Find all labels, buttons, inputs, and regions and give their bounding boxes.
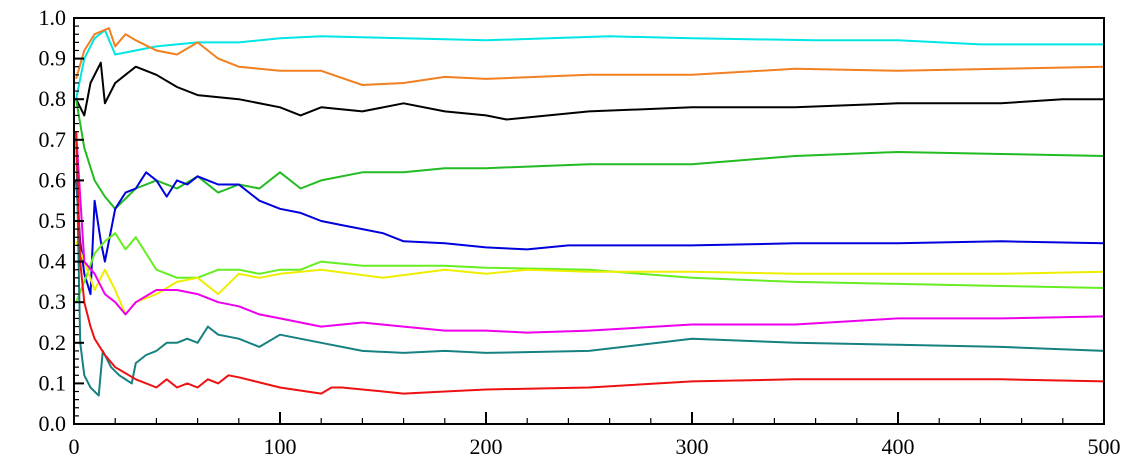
series-line-7 — [75, 240, 1105, 316]
y-tick-label: 0.0 — [39, 411, 67, 436]
series-line-8 — [75, 131, 1105, 334]
series-line-10 — [75, 131, 1105, 395]
series-line-3 — [75, 61, 1104, 121]
series-line-1 — [75, 29, 1104, 100]
plot-frame — [73, 17, 1105, 425]
series-line-9 — [75, 131, 1105, 397]
y-tick-label: 0.8 — [39, 86, 67, 111]
x-tick-label: 100 — [264, 434, 297, 459]
series-line-6 — [75, 232, 1105, 303]
y-tick-label: 0.9 — [39, 46, 67, 71]
y-tick-label: 0.5 — [39, 208, 67, 233]
ticks-layer — [73, 17, 1105, 425]
tick-labels: 0.0 0.1 0.2 0.3 0.4 0.5 0.6 0.7 0.8 0.9 1.0 0 100 200… — [39, 5, 1121, 459]
y-tick-label: 0.4 — [39, 249, 67, 274]
y-tick-label: 0.7 — [39, 127, 67, 152]
series-line-4 — [75, 99, 1105, 210]
y-tick-label: 0.3 — [39, 289, 67, 314]
series-line-2 — [75, 27, 1105, 86]
x-tick-label: 0 — [69, 434, 80, 459]
y-tick-label: 0.1 — [39, 370, 67, 395]
x-tick-label: 300 — [676, 434, 709, 459]
x-tick-label: 500 — [1088, 434, 1121, 459]
y-tick-label: 1.0 — [39, 5, 67, 30]
axes-layer — [73, 17, 1105, 425]
series-layer — [75, 27, 1105, 397]
y-tick-label: 0.6 — [39, 167, 67, 192]
x-tick-label: 400 — [882, 434, 915, 459]
x-tick-label: 200 — [470, 434, 503, 459]
series-line-5 — [75, 171, 1105, 296]
y-tick-label: 0.2 — [39, 330, 67, 355]
